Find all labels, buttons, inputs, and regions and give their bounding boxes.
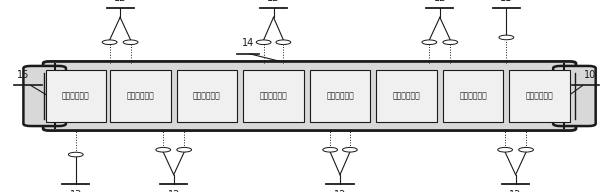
Text: 钢板（保温）: 钢板（保温）	[193, 92, 221, 100]
Text: 12: 12	[168, 190, 180, 192]
FancyBboxPatch shape	[46, 70, 106, 122]
Text: 钢板（加热）: 钢板（加热）	[392, 92, 421, 100]
Circle shape	[499, 35, 514, 40]
Text: 钢板（加热）: 钢板（加热）	[326, 92, 354, 100]
Text: 11: 11	[500, 0, 513, 3]
Text: 钢板（加热）: 钢板（加热）	[459, 92, 487, 100]
Text: 14: 14	[242, 38, 254, 48]
FancyBboxPatch shape	[23, 66, 66, 126]
Circle shape	[498, 147, 513, 152]
Text: 钢板（保温）: 钢板（保温）	[259, 92, 288, 100]
Circle shape	[156, 147, 171, 152]
Circle shape	[68, 152, 83, 157]
Text: 钢板（入炉）: 钢板（入炉）	[525, 92, 554, 100]
FancyBboxPatch shape	[553, 66, 596, 126]
FancyBboxPatch shape	[310, 70, 370, 122]
Text: 12: 12	[509, 190, 522, 192]
Circle shape	[323, 147, 338, 152]
Circle shape	[422, 40, 437, 45]
Text: 钢板（出炉）: 钢板（出炉）	[62, 92, 90, 100]
FancyBboxPatch shape	[243, 70, 304, 122]
Circle shape	[519, 147, 533, 152]
Circle shape	[123, 40, 138, 45]
Text: 12: 12	[334, 190, 346, 192]
FancyBboxPatch shape	[110, 70, 171, 122]
Circle shape	[102, 40, 117, 45]
Text: 12: 12	[434, 0, 446, 3]
FancyBboxPatch shape	[177, 70, 237, 122]
Text: 13: 13	[70, 190, 82, 192]
Text: 钢板（保温）: 钢板（保温）	[126, 92, 155, 100]
Circle shape	[443, 40, 458, 45]
Circle shape	[342, 147, 357, 152]
Circle shape	[256, 40, 271, 45]
Circle shape	[177, 147, 192, 152]
FancyBboxPatch shape	[376, 70, 437, 122]
FancyBboxPatch shape	[43, 61, 576, 131]
FancyBboxPatch shape	[443, 70, 503, 122]
Text: 12: 12	[267, 0, 280, 3]
Text: 12: 12	[114, 0, 126, 3]
FancyBboxPatch shape	[509, 70, 570, 122]
Text: 15: 15	[17, 70, 30, 80]
Text: 10: 10	[584, 70, 596, 80]
Circle shape	[276, 40, 291, 45]
